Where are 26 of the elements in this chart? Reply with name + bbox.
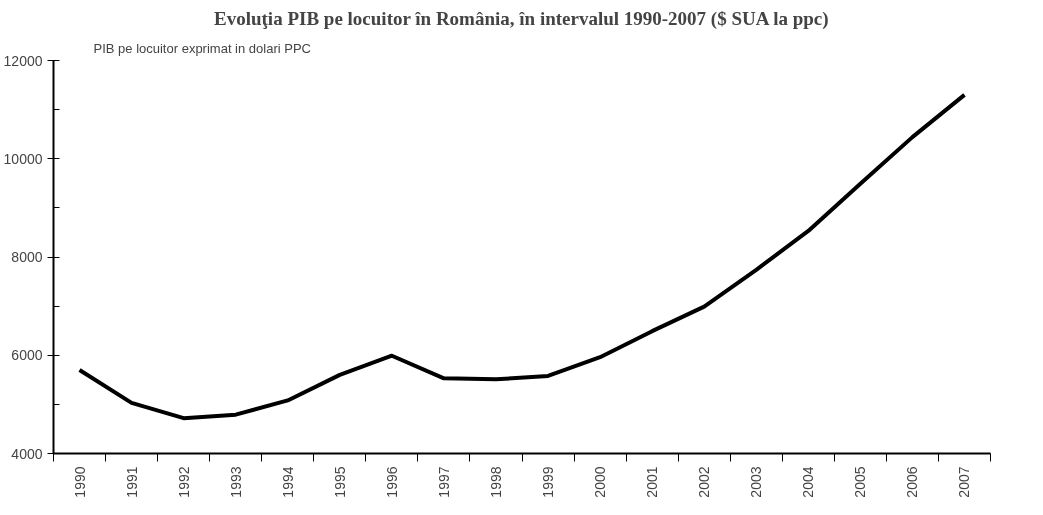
x-tick-label: 1993 <box>227 466 244 498</box>
y-axis-title: PIB pe locuitor exprimat in dolari PPC <box>93 40 311 56</box>
x-tick-label: 2005 <box>852 466 869 498</box>
x-tick-label: 2001 <box>644 466 661 498</box>
y-tick-label: 8000 <box>11 249 43 265</box>
x-tick-label: 1994 <box>279 466 296 498</box>
y-tick-label: 6000 <box>11 347 43 364</box>
y-tick-label: 10000 <box>3 150 43 167</box>
x-tick-label: 1996 <box>383 466 400 498</box>
x-tick-label: 1995 <box>331 466 348 498</box>
line-series <box>77 92 967 421</box>
chart-title: Evoluţia PIB pe locuitor în România, în intervalul 1990-2007 ($ SUA la ppc) <box>214 7 829 30</box>
x-tick-label: 2000 <box>592 466 609 498</box>
x-tick-label: 2002 <box>696 466 713 498</box>
x-tick-label: 1990 <box>71 466 88 498</box>
x-tick-label: 2007 <box>956 466 973 498</box>
x-tick-label: 2003 <box>748 466 765 498</box>
y-tick-label: 4000 <box>11 445 43 462</box>
x-tick-label: 2006 <box>904 466 921 498</box>
x-tick-label: 1991 <box>123 466 140 498</box>
x-tick-label: 1992 <box>175 466 192 498</box>
y-tick-label: 12000 <box>3 52 43 69</box>
x-tick-label: 1997 <box>435 466 452 498</box>
x-tick-label: 2004 <box>800 466 817 498</box>
x-tick-label: 1998 <box>487 466 504 498</box>
x-tick-label: 1999 <box>540 466 557 498</box>
